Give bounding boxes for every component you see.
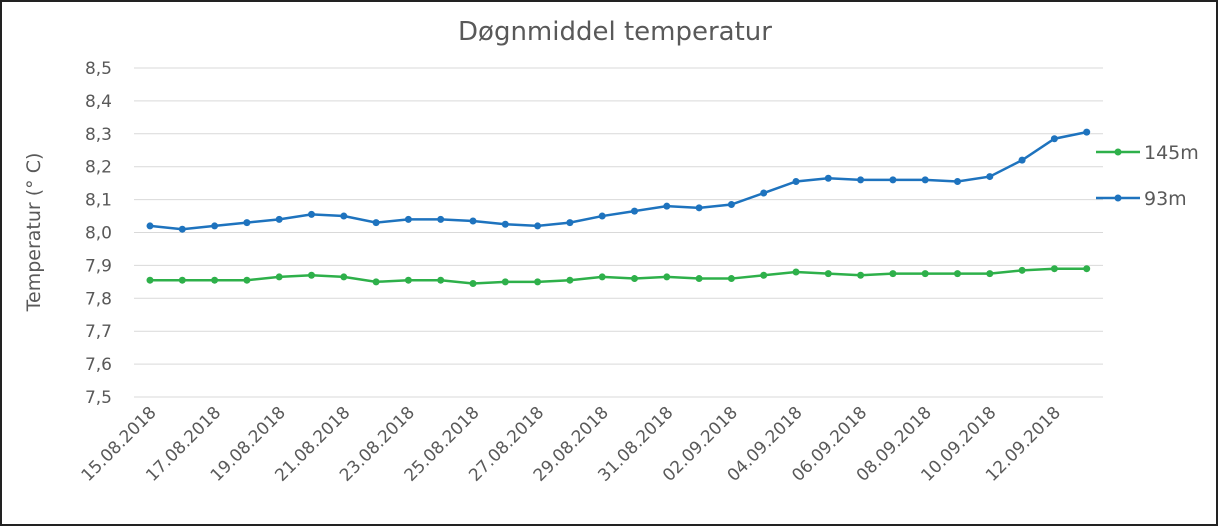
data-point <box>308 210 315 218</box>
series-line <box>150 267 1087 285</box>
data-point <box>501 220 509 228</box>
data-point <box>1050 265 1058 273</box>
data-point <box>986 270 994 278</box>
data-point <box>1083 265 1091 273</box>
data-point <box>437 276 445 284</box>
legend-marker <box>1114 148 1122 156</box>
y-tick-label: 8,5 <box>85 59 112 79</box>
legend-label: 145m <box>1144 142 1199 164</box>
y-tick-label: 8,1 <box>85 191 112 211</box>
data-point <box>889 176 897 184</box>
data-point <box>857 271 865 279</box>
data-point <box>340 273 348 281</box>
data-point <box>404 215 412 223</box>
data-point <box>534 222 542 230</box>
y-tick-label: 8,3 <box>85 125 112 145</box>
data-point <box>921 176 929 184</box>
y-tick-label: 8,0 <box>85 224 112 244</box>
data-point <box>954 270 961 278</box>
data-point <box>954 178 961 186</box>
legend-label: 93m <box>1144 188 1187 210</box>
series-line <box>149 130 1087 231</box>
data-point <box>534 278 542 286</box>
data-point <box>469 279 477 287</box>
data-point <box>986 173 994 181</box>
data-point <box>437 215 445 223</box>
data-point <box>1050 135 1058 143</box>
data-point <box>727 275 735 283</box>
data-point <box>631 275 638 283</box>
data-point <box>889 270 897 278</box>
data-point <box>921 270 929 278</box>
data-point <box>695 275 703 283</box>
data-point <box>824 174 832 182</box>
y-tick-label: 7,6 <box>85 355 112 375</box>
data-point <box>275 215 283 223</box>
y-tick-label: 7,8 <box>85 289 112 309</box>
data-point <box>857 176 865 184</box>
data-point <box>243 219 251 227</box>
y-tick-label: 7,7 <box>85 322 112 342</box>
data-point <box>372 219 380 227</box>
data-point <box>695 204 703 212</box>
data-point <box>663 202 671 210</box>
data-point <box>792 268 800 276</box>
y-tick-label: 7,9 <box>85 256 112 276</box>
data-point <box>598 212 606 220</box>
data-point <box>469 217 477 225</box>
y-axis-label: Temperatur (° C) <box>23 153 45 313</box>
data-point <box>146 276 154 284</box>
data-point <box>760 189 768 197</box>
data-point <box>1018 156 1026 164</box>
data-point <box>404 276 412 284</box>
data-point <box>566 276 574 284</box>
data-point <box>727 201 735 209</box>
legend-marker <box>1114 194 1122 202</box>
chart-title: Døgnmiddel temperatur <box>458 17 772 47</box>
data-point <box>178 276 186 284</box>
data-point <box>598 273 606 281</box>
data-point <box>566 219 574 227</box>
y-tick-label: 7,5 <box>85 388 112 408</box>
data-point <box>1018 266 1026 274</box>
data-point <box>760 271 768 279</box>
y-tick-label: 8,4 <box>85 92 112 112</box>
data-point <box>663 273 671 281</box>
data-point <box>146 222 154 230</box>
y-tick-label: 8,2 <box>85 158 112 178</box>
data-point <box>275 273 283 281</box>
data-point <box>211 276 219 284</box>
data-point <box>178 225 186 233</box>
data-point <box>792 178 800 186</box>
data-point <box>243 276 251 284</box>
data-point <box>308 271 315 279</box>
data-point <box>211 222 219 230</box>
data-point <box>501 278 509 286</box>
data-point <box>1083 128 1091 136</box>
data-point <box>340 212 348 220</box>
data-point <box>631 207 638 215</box>
data-point <box>824 270 832 278</box>
data-point <box>372 278 380 286</box>
